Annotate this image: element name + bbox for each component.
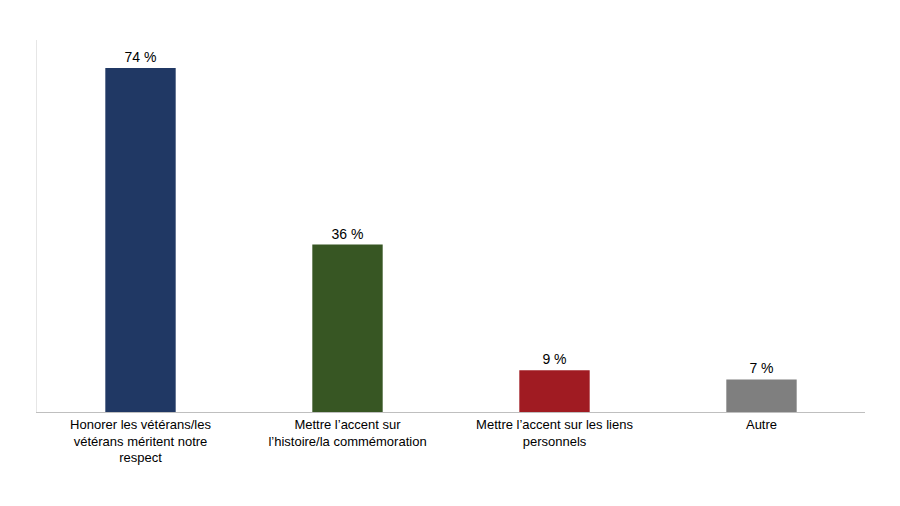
svg-text:7 %: 7 % — [749, 360, 773, 376]
svg-text:9 %: 9 % — [542, 351, 566, 367]
svg-text:Honorer les vétérans/lesvétéra: Honorer les vétérans/lesvétérans mériten… — [70, 417, 211, 466]
svg-text:74 %: 74 % — [125, 49, 157, 65]
svg-text:36 %: 36 % — [332, 226, 364, 242]
svg-text:Autre: Autre — [746, 417, 777, 432]
svg-text:Mettre l’accent sur les liensp: Mettre l’accent sur les lienspersonnels — [476, 417, 633, 449]
svg-text:Mettre l’accent surl’histoire/: Mettre l’accent surl’histoire/la commémo… — [268, 417, 426, 449]
